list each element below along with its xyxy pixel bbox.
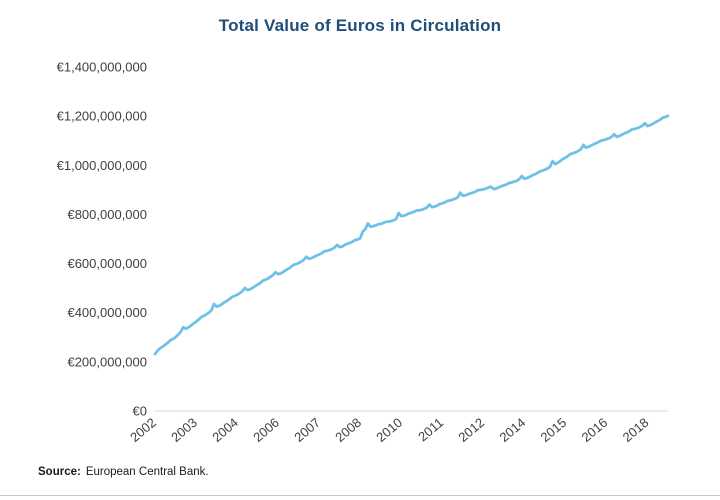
x-tick-label: 2008 [332,415,364,445]
source-label: Source: [38,466,81,478]
x-tick-label: 2015 [538,415,570,445]
x-tick-label: 2010 [373,415,405,445]
series-line [153,114,670,356]
y-tick-label: €800,000,000 [67,207,147,222]
y-tick-label: €200,000,000 [67,354,147,369]
x-tick-label: 2002 [127,415,159,445]
source-note: Source: European Central Bank. [38,466,209,478]
y-tick-label: €0 [133,404,147,419]
x-tick-label: 2007 [291,415,323,445]
x-tick-label: 2018 [620,415,652,445]
x-tick-label: 2011 [415,415,446,444]
x-tick-label: 2003 [168,415,200,445]
chart-title: Total Value of Euros in Circulation [218,16,502,35]
x-tick-label: 2012 [455,415,487,445]
bottom-divider [0,495,720,496]
x-tick-label: 2014 [497,415,529,445]
y-tick-label: €1,400,000,000 [57,60,147,75]
source-text: European Central Bank. [85,466,209,478]
y-tick-label: €600,000,000 [67,256,147,271]
x-tick-label: 2016 [579,415,611,445]
y-tick-label: €1,200,000,000 [57,109,147,124]
x-tick-label: 2004 [209,415,241,445]
x-tick-label: 2006 [250,415,282,445]
y-tick-label: €1,000,000,000 [57,158,147,173]
line-chart: €1,400,000,000 €1,200,000,000 €1,000,000,0… [57,60,670,445]
y-tick-label: €400,000,000 [67,305,147,320]
